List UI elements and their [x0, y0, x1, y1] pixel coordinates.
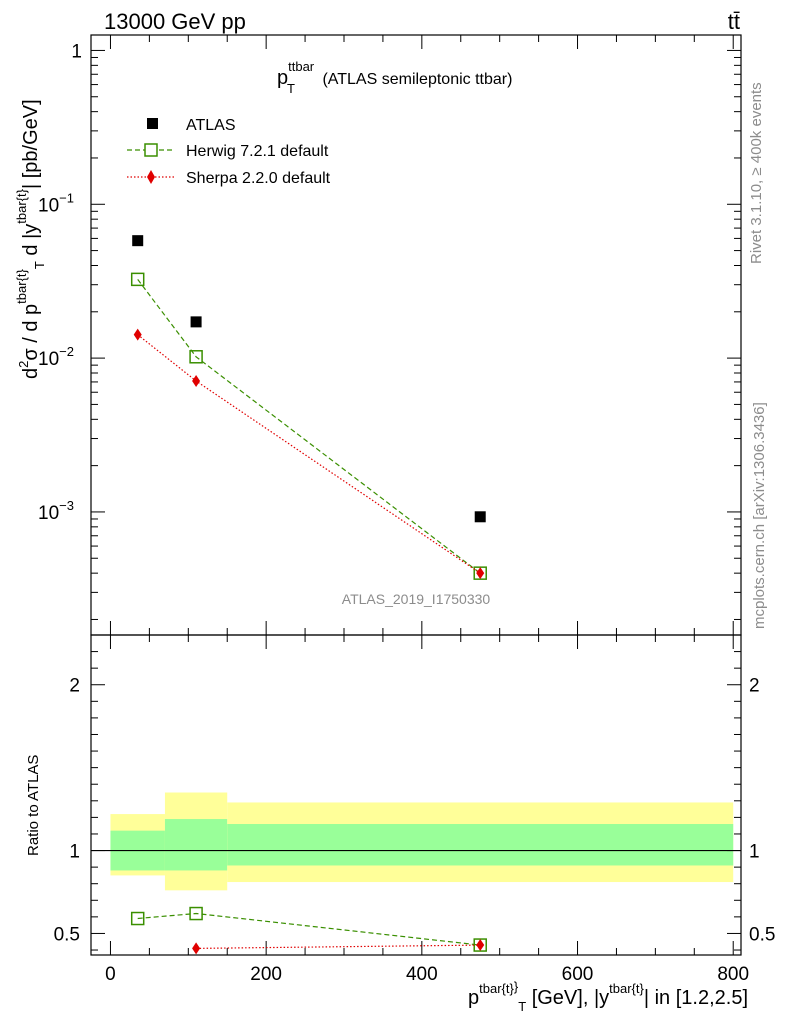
xtick-label: 600 — [562, 964, 594, 985]
title-sub: T — [287, 81, 295, 96]
herwig-ratio-line — [137, 912, 481, 946]
legend-marker-atlas — [147, 118, 158, 129]
header-left: 13000 GeV pp — [104, 9, 246, 34]
sherpa-main-line — [137, 334, 481, 574]
ratio-frame — [90, 634, 742, 956]
herwig-main-point — [189, 350, 203, 364]
rivet-note: Rivet 3.1.10, ≥ 400k events — [748, 82, 765, 264]
xlabel: ptbar{t}}T [GeV], |ytbar{t}| in [1.2,2.5… — [468, 979, 748, 1014]
herwig-ratio-point — [130, 911, 145, 926]
ratio-ytick-label-right: 2 — [749, 676, 760, 697]
analysis-watermark: ATLAS_2019_I1750330 — [342, 591, 491, 607]
ratio-ytick-label-left: 1 — [69, 842, 80, 863]
sherpa-ratio-line — [196, 944, 481, 949]
svg-text:d2σ / d ptbar{t}T d |ytbar{t}|: d2σ / d ptbar{t}T d |ytbar{t}| [pb/GeV] — [14, 99, 47, 379]
atlas-main-point — [132, 235, 144, 247]
herwig-main-point — [130, 272, 145, 287]
mcplots-note: mcplots.cern.ch [arXiv:1306.3436] — [751, 402, 768, 629]
main-title: pttbar T (ATLAS semileptonic ttbar) — [277, 59, 512, 96]
sherpa-ratio-point — [476, 939, 485, 952]
xtick-label: 800 — [717, 964, 749, 985]
herwig-ratio-point — [189, 906, 203, 921]
herwig-main-line — [137, 279, 481, 574]
ratio-ytick-label-right: 1 — [749, 842, 760, 863]
title-rest: (ATLAS semileptonic ttbar) — [318, 71, 512, 88]
sherpa-main-point — [133, 328, 142, 341]
ratio-ytick-label-right: 0.5 — [749, 924, 775, 945]
title-sup: ttbar — [288, 59, 315, 74]
header-right: tt̄ — [728, 9, 740, 34]
legend-label-sherpa: Sherpa 2.2.0 default — [186, 170, 331, 187]
main-ytick-label: 10−1 — [38, 190, 74, 216]
ratio-panel: 0.5 0.5 1 1 2 2 0 200 400 600 800 Ratio to ATLAS p… — [25, 634, 775, 1014]
legend-label-atlas: ATLAS — [186, 117, 236, 134]
xtick-label: 200 — [250, 964, 282, 985]
main-ytick-label: 10−3 — [38, 498, 74, 524]
atlas-main-point — [474, 511, 486, 523]
legend-label-herwig: Herwig 7.2.1 default — [186, 143, 329, 160]
legend-marker-sherpa — [147, 170, 155, 184]
xtick-label: 0 — [105, 964, 116, 985]
sherpa-ratio-point — [192, 942, 201, 955]
ratio-ylabel: Ratio to ATLAS — [25, 755, 42, 856]
atlas-main-point — [190, 316, 202, 328]
ratio-ytick-label-left: 2 — [69, 676, 80, 697]
legend-marker-herwig — [144, 143, 158, 157]
ratio-band-inner — [164, 819, 228, 871]
main-ytick-label: 10−2 — [38, 344, 74, 370]
legend: ATLAS Herwig 7.2.1 default Sherpa 2.2.0 … — [127, 117, 331, 187]
sherpa-main-point — [192, 374, 201, 387]
ratio-band-inner — [227, 824, 734, 866]
sherpa-main-point — [476, 567, 485, 580]
ratio-ytick-label-left: 0.5 — [54, 924, 80, 945]
xtick-label: 400 — [406, 964, 438, 985]
main-ytick-label: 1 — [71, 41, 82, 62]
title-p: p — [277, 67, 288, 89]
main-ylabel: d2σ / d ptbar{t}T d |ytbar{t}| [pb/GeV] — [14, 99, 47, 379]
main-panel: 10−3 10−2 10−1 1 pttbar T (ATLAS semileptoni… — [14, 34, 742, 636]
